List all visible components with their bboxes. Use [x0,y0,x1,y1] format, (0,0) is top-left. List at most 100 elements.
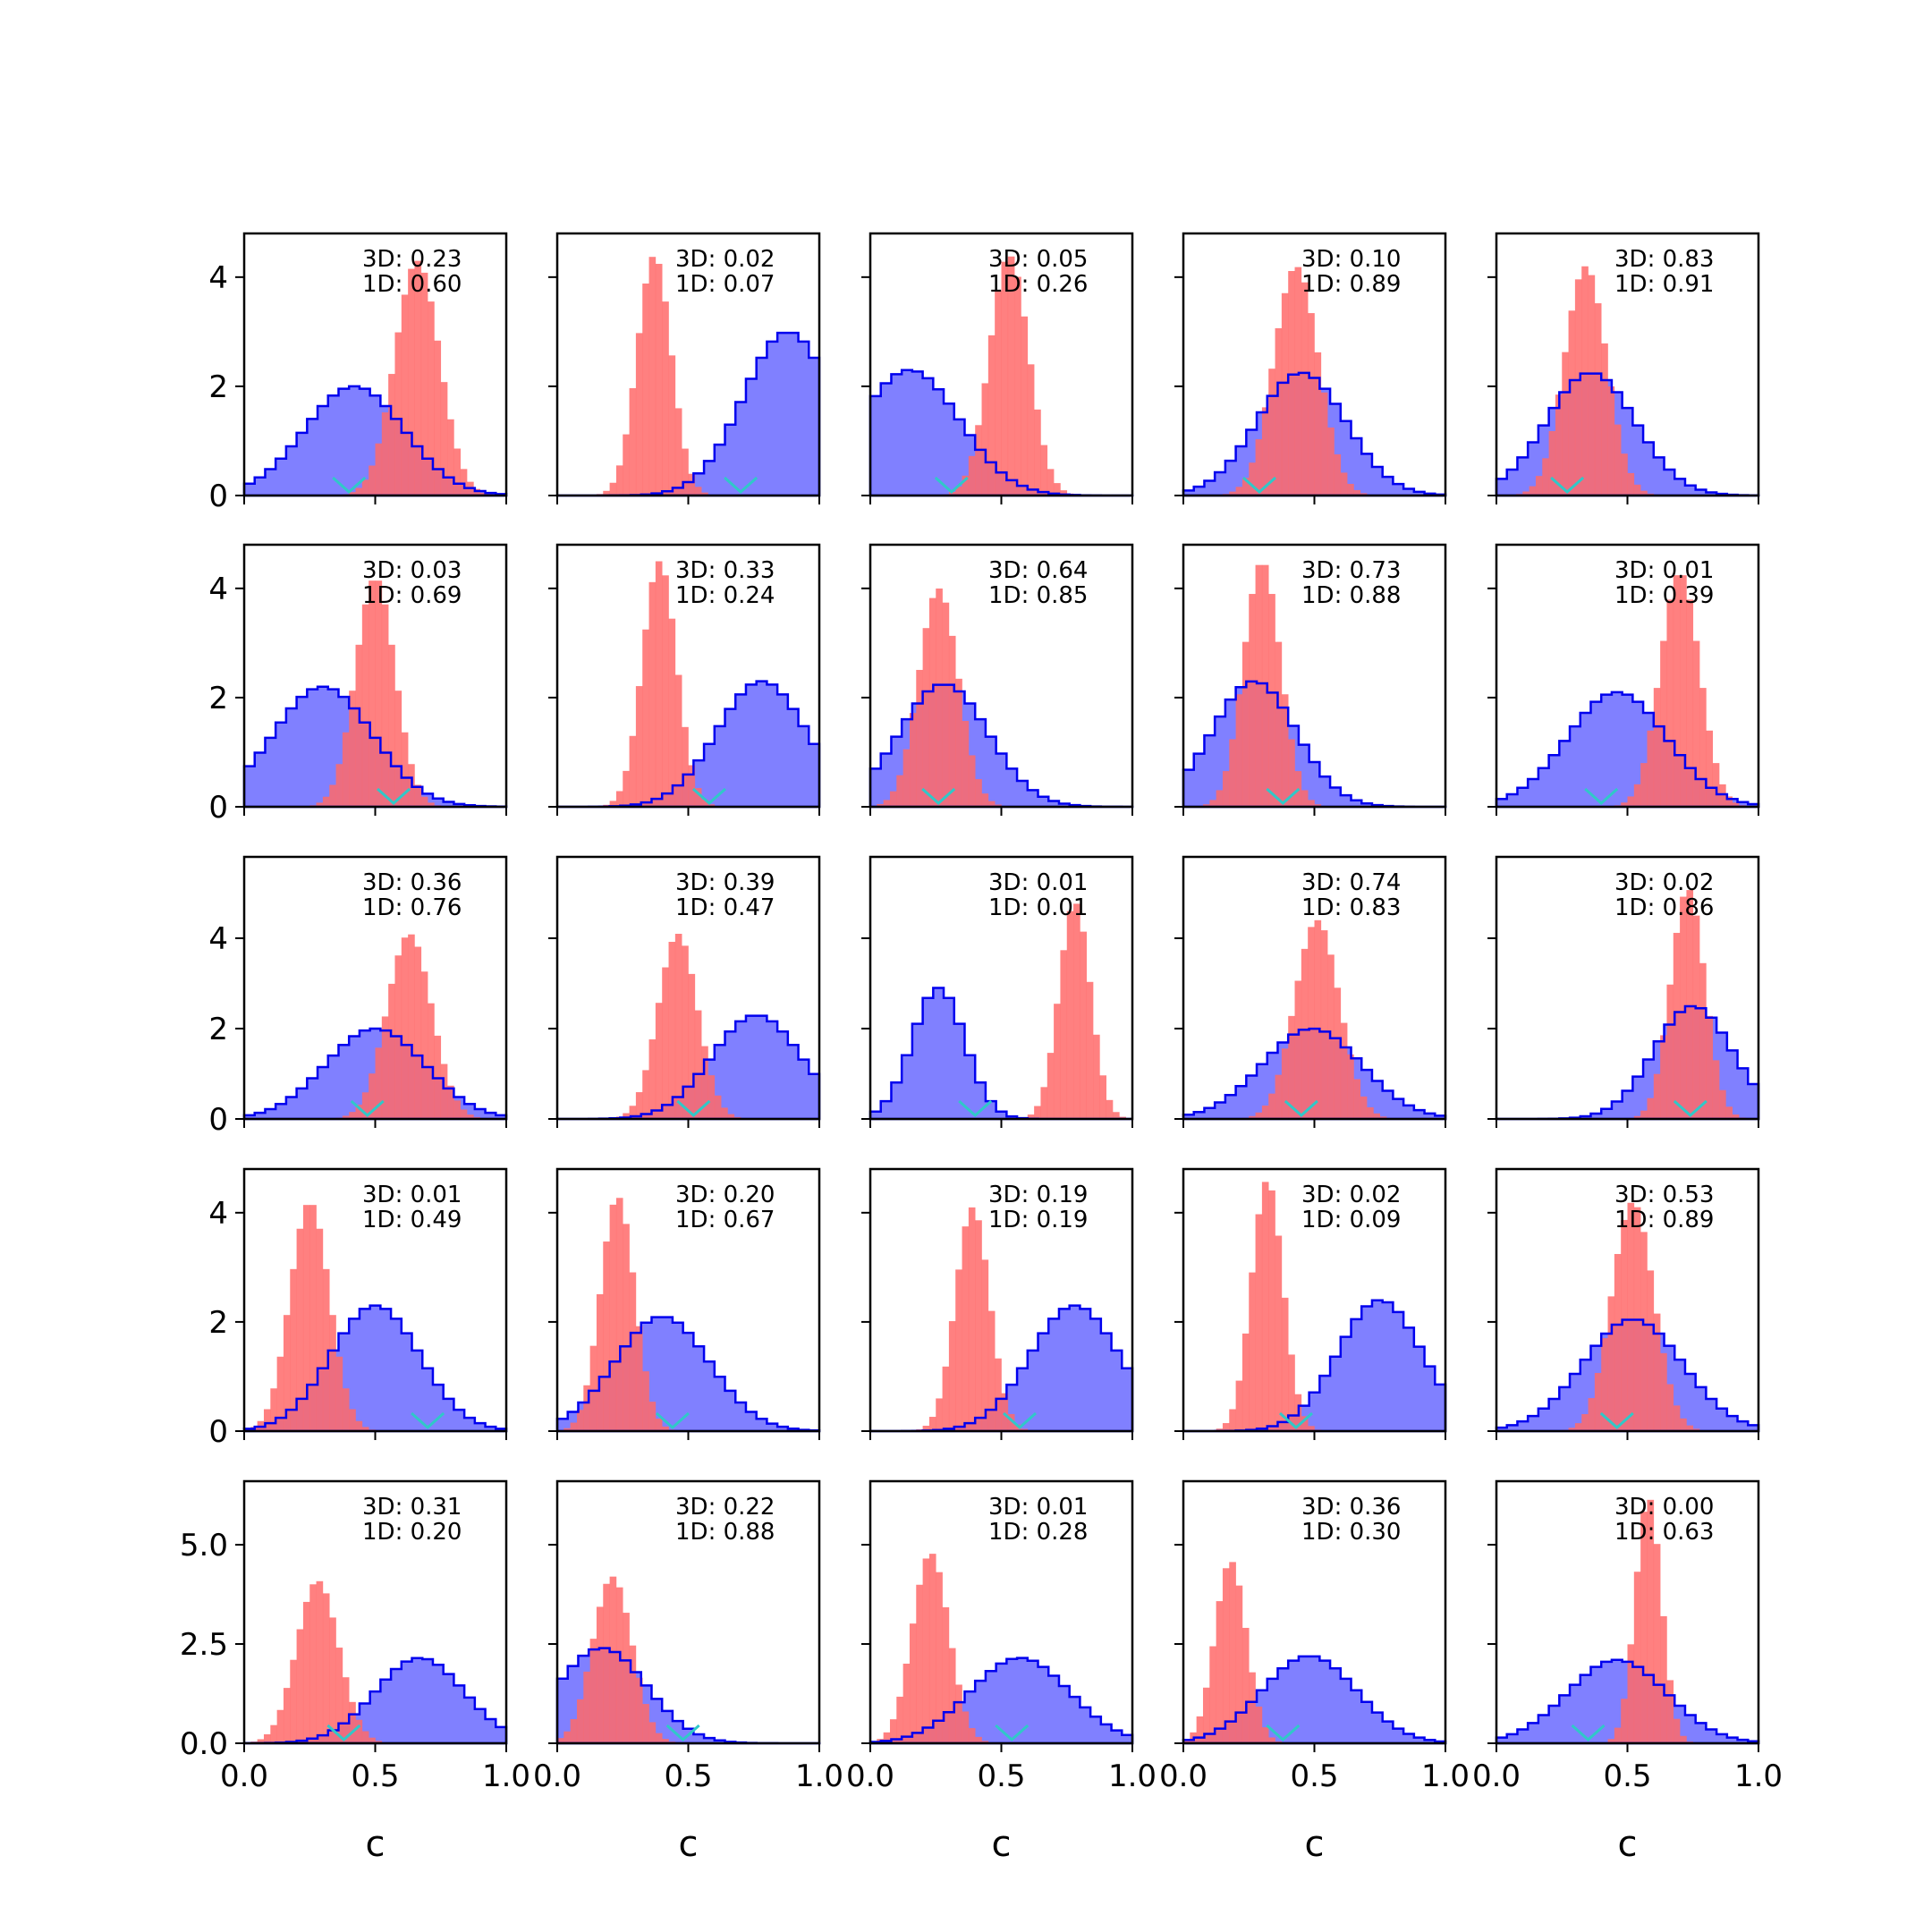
red-histogram-bar [1680,1735,1687,1743]
red-histogram-bar [642,1704,649,1743]
red-histogram-bar [1732,802,1740,807]
red-histogram-bar [708,804,716,807]
red-histogram-bar [648,1402,657,1431]
red-histogram-bar [1353,1079,1361,1119]
red-histogram-bar [349,492,356,496]
red-histogram-bar [1360,493,1368,496]
annotation-1d: 1D: 0.89 [1614,1207,1714,1233]
red-histogram-bar [655,1003,663,1119]
red-histogram-bar [916,669,923,807]
red-histogram-bar [1614,1253,1622,1431]
red-histogram-bar [1314,804,1322,807]
red-histogram-bar [1099,1075,1106,1119]
annotation-1d: 1D: 0.76 [362,894,462,921]
red-histogram-bar [349,1701,356,1743]
red-histogram-bar [1686,599,1694,807]
annotation-3d: 3D: 0.01 [988,1494,1088,1521]
red-histogram-bar [414,784,422,807]
red-histogram-bar [1647,730,1655,807]
blue-histogram-outline [1495,372,1760,497]
red-histogram-bar [1320,930,1328,1119]
red-histogram-bar [721,1107,728,1119]
red-histogram-bar [962,721,970,807]
red-histogram-bar [682,945,689,1119]
red-histogram-bar [375,580,383,807]
y-tick-label: 0 [208,1414,228,1450]
red-histogram-bar [1275,641,1283,807]
red-histogram-bar [1548,431,1556,496]
red-histogram-bar [701,492,708,496]
red-histogram-bar [1699,688,1707,807]
x-axis-label: c [366,1824,386,1865]
blue-histogram-outline [555,1316,821,1433]
x-tick-label: 0.5 [351,1758,399,1794]
x-tick-label: 0.0 [1159,1758,1208,1794]
red-histogram-bar [414,946,422,1119]
estimate-marker [1599,1411,1634,1430]
red-histogram-bar [955,487,962,496]
red-histogram-bar [1627,796,1635,807]
red-histogram-bar [570,1719,578,1743]
red-histogram-bar [1007,256,1015,496]
red-histogram-bar [1294,980,1302,1119]
red-histogram-bar [447,1085,454,1119]
red-histogram-bar [694,487,702,496]
annotation-3d: 3D: 0.39 [675,869,775,896]
red-histogram-bar [1607,1739,1615,1743]
estimate-marker [995,1724,1030,1742]
red-histogram-bar [414,260,422,496]
estimate-marker [1266,1724,1301,1742]
red-histogram-bar [648,1722,657,1743]
red-histogram-bar [335,1648,343,1743]
red-histogram-bar [453,1100,462,1119]
red-histogram-bar [1529,486,1537,496]
red-histogram-bar [388,374,395,496]
red-histogram-bar [968,1728,976,1743]
estimate-marker [1584,787,1619,806]
red-histogram-bar [936,1572,943,1743]
red-histogram-bar [342,1388,350,1431]
red-histogram-bar [635,686,643,807]
annotation-1d: 1D: 0.86 [1614,894,1714,921]
red-histogram-bar [1255,1112,1263,1119]
red-histogram-bar [381,1016,389,1119]
red-histogram-bar [1301,948,1309,1119]
y-tick-label: 2 [208,681,228,716]
red-histogram-bar [662,575,669,807]
red-histogram-bar [1261,1727,1269,1743]
annotation-3d: 3D: 0.83 [1614,246,1714,273]
red-histogram-bar [1640,1232,1648,1431]
red-histogram-bar [615,1198,623,1431]
red-histogram-bar [615,465,623,496]
red-histogram-bar [375,443,383,496]
red-histogram-bar [1692,1428,1700,1431]
red-histogram-bar [1692,640,1700,807]
red-histogram-bar [1288,739,1295,807]
annotation-1d: 1D: 0.60 [362,271,462,298]
annotation-3d: 3D: 0.73 [1301,557,1401,584]
red-histogram-bar [428,802,435,807]
red-histogram-bar [290,1268,297,1431]
red-histogram-bar [948,1648,956,1743]
blue-histogram-outline [1495,1318,1760,1433]
red-histogram-bar [1202,1687,1210,1743]
estimate-marker [1571,1724,1606,1742]
red-histogram-bar [883,800,891,807]
red-histogram-bar [1308,800,1315,807]
red-histogram-bar [688,973,696,1119]
red-histogram-bar [928,1554,936,1743]
red-histogram-bar [361,479,369,496]
red-histogram-bar [668,941,676,1119]
red-histogram-bar [322,796,330,807]
y-tick-label: 4 [208,1196,228,1232]
estimate-marker [350,1099,385,1118]
red-histogram-bar [1034,1106,1041,1119]
red-histogram-bar [1621,1219,1628,1431]
red-histogram-bar [981,1259,989,1431]
red-histogram-bar [1647,1499,1655,1743]
red-histogram-bar [655,1733,663,1743]
red-histogram-bar [682,726,689,807]
red-histogram-bar [1301,1416,1309,1431]
red-histogram-bar [635,1677,643,1743]
